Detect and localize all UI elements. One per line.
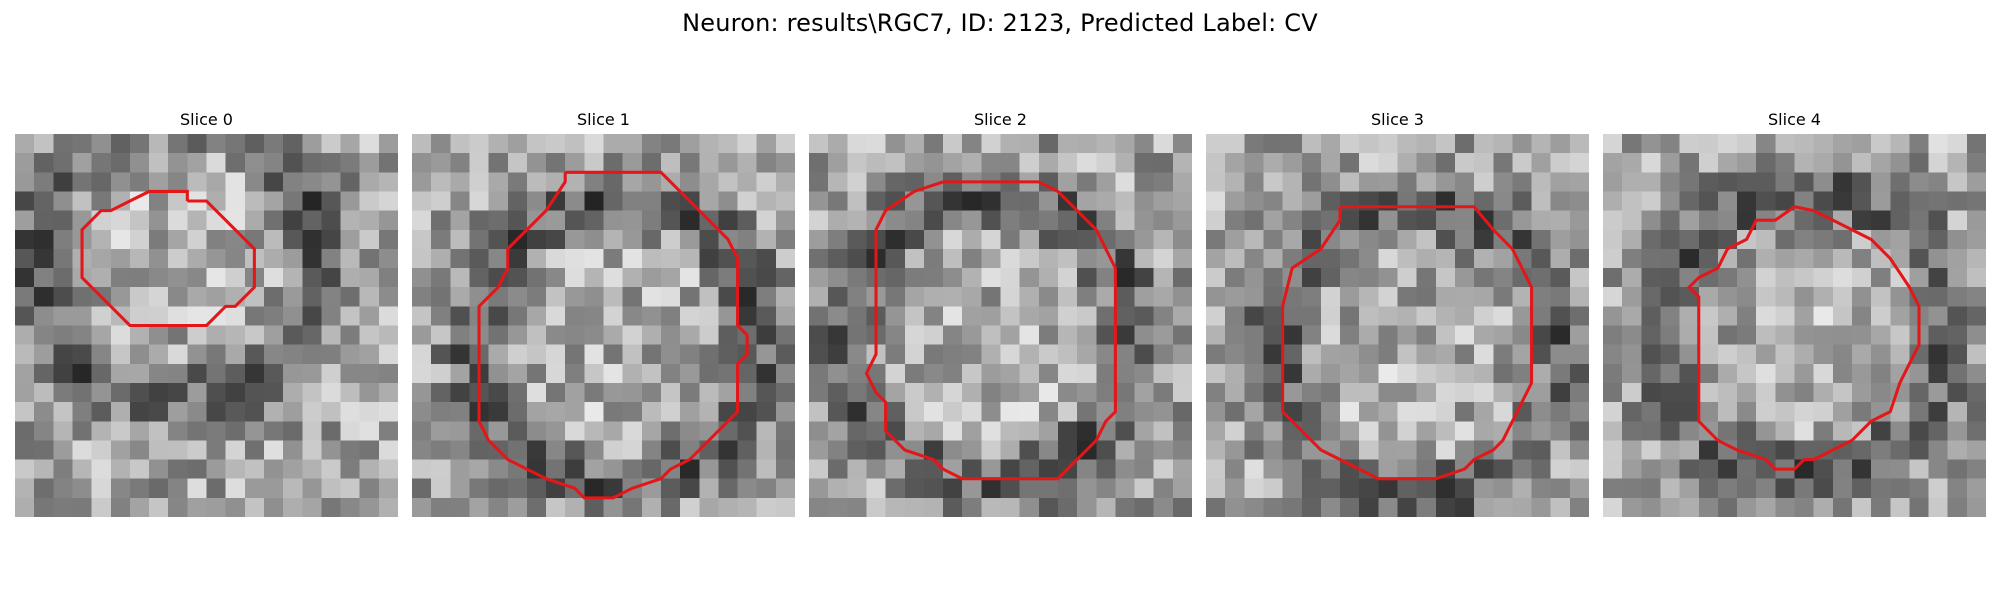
grayscale-em-image bbox=[412, 134, 795, 517]
grayscale-em-image bbox=[1603, 134, 1986, 517]
slice-image bbox=[1603, 134, 1986, 517]
slice-panel: Slice 3 bbox=[1206, 108, 1589, 517]
slice-panel: Slice 1 bbox=[412, 108, 795, 517]
slice-panel: Slice 0 bbox=[15, 108, 398, 517]
slice-title: Slice 0 bbox=[180, 110, 233, 129]
slice-image bbox=[1206, 134, 1589, 517]
cell-contour bbox=[477, 170, 749, 500]
slice-image bbox=[809, 134, 1192, 517]
cell-contour bbox=[864, 180, 1117, 481]
cell-contour bbox=[80, 189, 256, 328]
slice-title: Slice 3 bbox=[1371, 110, 1424, 129]
slice-image bbox=[15, 134, 398, 517]
slice-panel: Slice 2 bbox=[809, 108, 1192, 517]
grayscale-em-image bbox=[809, 134, 1192, 517]
figure-title: Neuron: results\RGC7, ID: 2123, Predicte… bbox=[682, 9, 1318, 37]
slice-title: Slice 4 bbox=[1768, 110, 1821, 129]
slice-title: Slice 2 bbox=[974, 110, 1027, 129]
cell-contour bbox=[1281, 205, 1534, 481]
slice-title: Slice 1 bbox=[577, 110, 630, 129]
slice-panel: Slice 4 bbox=[1603, 108, 1986, 517]
slice-image bbox=[412, 134, 795, 517]
grayscale-em-image bbox=[1206, 134, 1589, 517]
cell-contour bbox=[1687, 205, 1921, 471]
